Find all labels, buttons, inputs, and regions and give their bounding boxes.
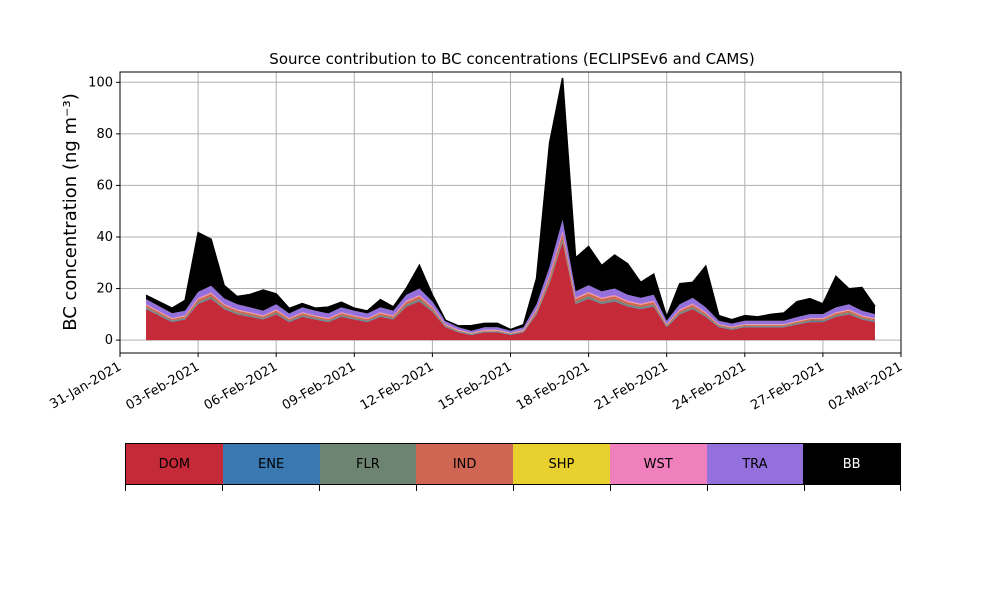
y-axis-label: BC concentration (ng m⁻³) (60, 93, 81, 331)
x-tick-label: 15-Feb-2021 (436, 359, 515, 413)
x-tick-label: 27-Feb-2021 (748, 359, 827, 413)
stacked-areas (145, 77, 876, 341)
x-tick-label: 12-Feb-2021 (358, 359, 437, 413)
grid-lines (119, 72, 902, 353)
legend-item-shp: SHP (513, 444, 610, 484)
x-tick-label: 31-Jan-2021 (47, 359, 124, 412)
y-tick-label: 80 (96, 127, 113, 142)
chart-title: Source contribution to BC concentrations… (269, 50, 754, 68)
x-tick-label: 02-Mar-2021 (826, 359, 905, 413)
legend-colorbar: DOM ENE FLR IND SHP WST TRA BB (125, 443, 901, 485)
legend-item-wst: WST (609, 444, 707, 484)
y-tick-label: 20 (96, 282, 113, 297)
legend-tick-mark (513, 485, 514, 491)
legend-item-ind: IND (416, 444, 513, 484)
legend-item-ene: ENE (222, 444, 320, 484)
legend-item-flr: FLR (319, 444, 417, 484)
area-bb (146, 77, 875, 331)
legend-tick-mark (125, 485, 126, 491)
x-tick-label: 24-Feb-2021 (670, 359, 749, 413)
y-tick-label: 0 (105, 333, 113, 348)
area-dom (146, 242, 875, 341)
legend-ticks (125, 485, 902, 492)
y-tick-label: 40 (96, 230, 113, 245)
legend-item-bb: BB (803, 444, 900, 484)
legend-tick-mark (610, 485, 611, 491)
legend-tick-mark (900, 485, 902, 491)
x-tick-label: 18-Feb-2021 (514, 359, 593, 413)
x-tick-label: 09-Feb-2021 (280, 359, 359, 413)
y-tick-label: 100 (88, 75, 113, 90)
x-axis-ticks: 31-Jan-2021 03-Feb-2021 06-Feb-2021 09-Feb-… (47, 353, 905, 414)
total-outline (145, 77, 876, 331)
x-tick-label: 03-Feb-2021 (124, 359, 203, 413)
y-tick-label: 60 (96, 178, 113, 193)
x-tick-label: 21-Feb-2021 (592, 359, 671, 413)
legend-tick-mark (222, 485, 223, 491)
y-axis-ticks: 0 20 40 60 80 100 (88, 75, 120, 348)
legend-item-tra: TRA (706, 444, 804, 484)
x-tick-label: 06-Feb-2021 (202, 359, 281, 413)
legend-tick-mark (319, 485, 320, 491)
legend-tick-mark (416, 485, 417, 491)
legend-tick-mark (804, 485, 805, 491)
legend-tick-mark (707, 485, 708, 491)
legend-item-dom: DOM (126, 444, 223, 484)
